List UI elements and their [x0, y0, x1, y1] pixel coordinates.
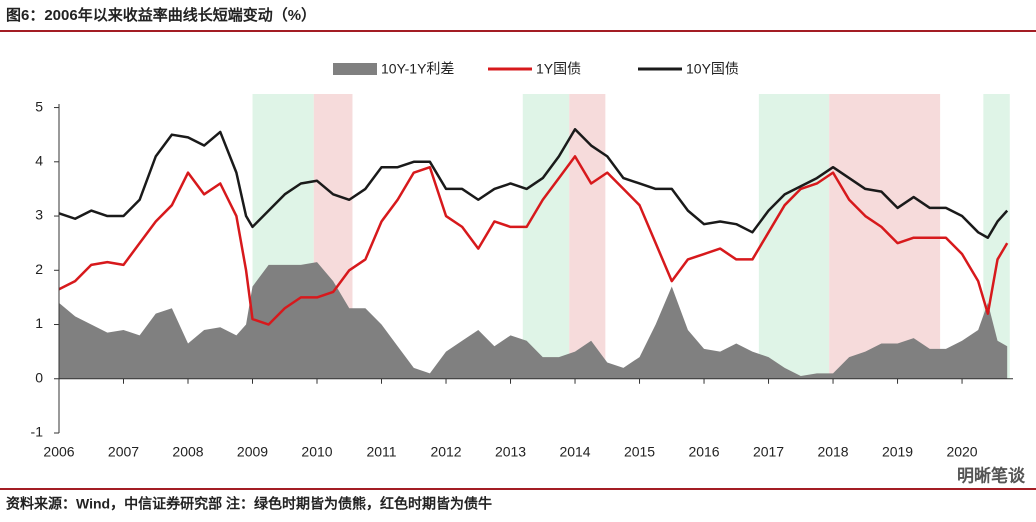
x-tick-label: 2008 — [172, 444, 203, 460]
series-line — [58, 128, 1009, 239]
watermark: 明晰笔谈 — [957, 465, 1026, 485]
x-tick-label: 2012 — [430, 444, 461, 460]
x-tick-label: 2018 — [817, 444, 848, 460]
shaded-period — [522, 94, 570, 379]
y-tick-label: 3 — [35, 207, 43, 223]
x-tick-label: 2009 — [237, 444, 268, 460]
y-tick-label: 4 — [35, 153, 43, 169]
x-tick-label: 2006 — [43, 444, 74, 460]
x-tick-label: 2016 — [688, 444, 719, 460]
x-tick-label: 2010 — [301, 444, 332, 460]
x-tick-label: 2017 — [753, 444, 784, 460]
legend-swatch — [333, 63, 377, 75]
x-tick-label: 2011 — [366, 444, 396, 460]
y-tick-label: 1 — [35, 315, 43, 331]
y-tick-label: 5 — [35, 98, 43, 114]
x-tick-label: 2020 — [946, 444, 977, 460]
shaded-period — [829, 94, 941, 379]
spread-area — [59, 262, 1008, 379]
x-tick-label: 2014 — [559, 444, 590, 460]
x-tick-label: 2019 — [882, 444, 913, 460]
x-tick-label: 2007 — [108, 444, 139, 460]
x-tick-label: 2013 — [495, 444, 526, 460]
source-note: 资料来源：Wind，中信证券研究部 注：绿色时期皆为债熊，红色时期皆为债牛 — [6, 496, 492, 512]
chart-title: 图6：2006年以来收益率曲线长短端变动（%） — [6, 6, 316, 24]
legend-label: 1Y国债 — [536, 61, 581, 77]
y-tick-label: -1 — [31, 424, 44, 440]
legend-label: 10Y国债 — [686, 61, 739, 77]
shaded-period — [569, 94, 606, 379]
y-tick-label: 0 — [35, 369, 43, 385]
legend-label: 10Y-1Y利差 — [381, 61, 454, 77]
x-tick-label: 2015 — [624, 444, 655, 460]
y-tick-label: 2 — [35, 261, 43, 277]
shaded-period — [758, 94, 830, 379]
series-line — [58, 155, 1009, 326]
